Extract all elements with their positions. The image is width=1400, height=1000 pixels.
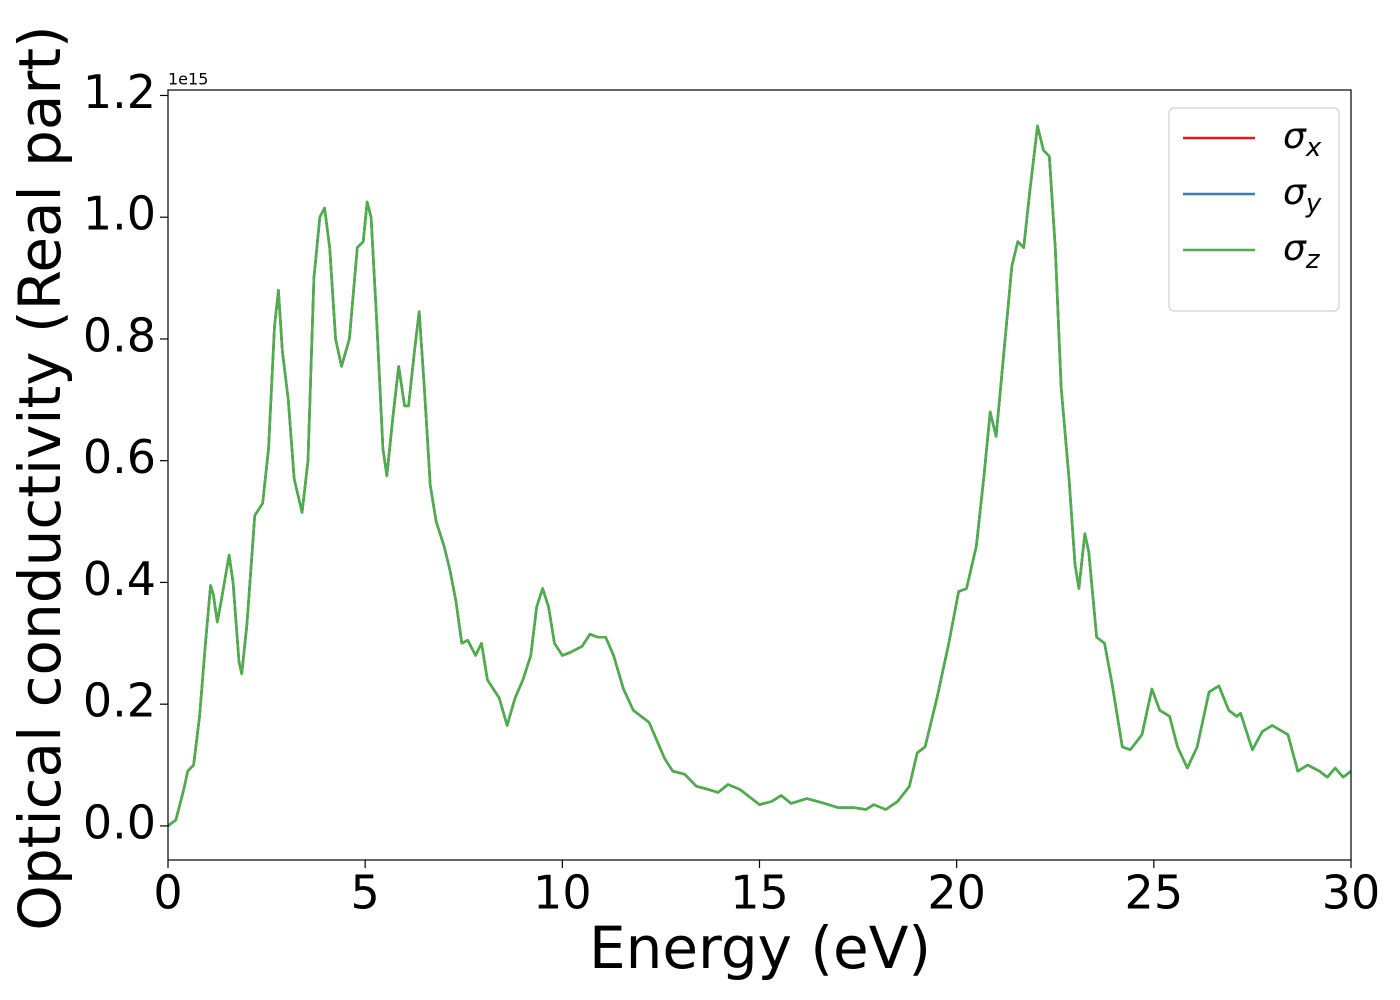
- y-offset-label: 1e15: [168, 70, 208, 89]
- legend-label: σx: [1283, 116, 1322, 163]
- y-tick-label: 0.4: [83, 552, 156, 606]
- y-tick-label: 1.2: [83, 65, 156, 119]
- y-axis-label: Optical conductivity (Real part): [6, 25, 74, 930]
- y-tick-label: 0.8: [83, 308, 156, 362]
- x-tick-label: 30: [1322, 866, 1381, 920]
- x-tick-label: 0: [153, 866, 182, 920]
- y-tick-label: 0.2: [83, 674, 156, 728]
- x-tick-label: 20: [927, 866, 986, 920]
- x-tick-label: 5: [351, 866, 380, 920]
- y-tick-label: 0.0: [83, 795, 156, 849]
- y-tick-label: 1.0: [83, 187, 156, 241]
- x-axis-label: Energy (eV): [589, 914, 931, 982]
- x-tick-label: 25: [1125, 866, 1184, 920]
- series-line: [168, 124, 1351, 827]
- y-tick-label: 0.6: [83, 430, 156, 484]
- legend-box: [1168, 107, 1340, 312]
- x-tick-label: 15: [730, 866, 789, 920]
- legend-label: σy: [1283, 172, 1322, 219]
- legend-label: σz: [1283, 228, 1321, 275]
- plot-frame: [167, 89, 1352, 861]
- x-tick-label: 10: [533, 866, 592, 920]
